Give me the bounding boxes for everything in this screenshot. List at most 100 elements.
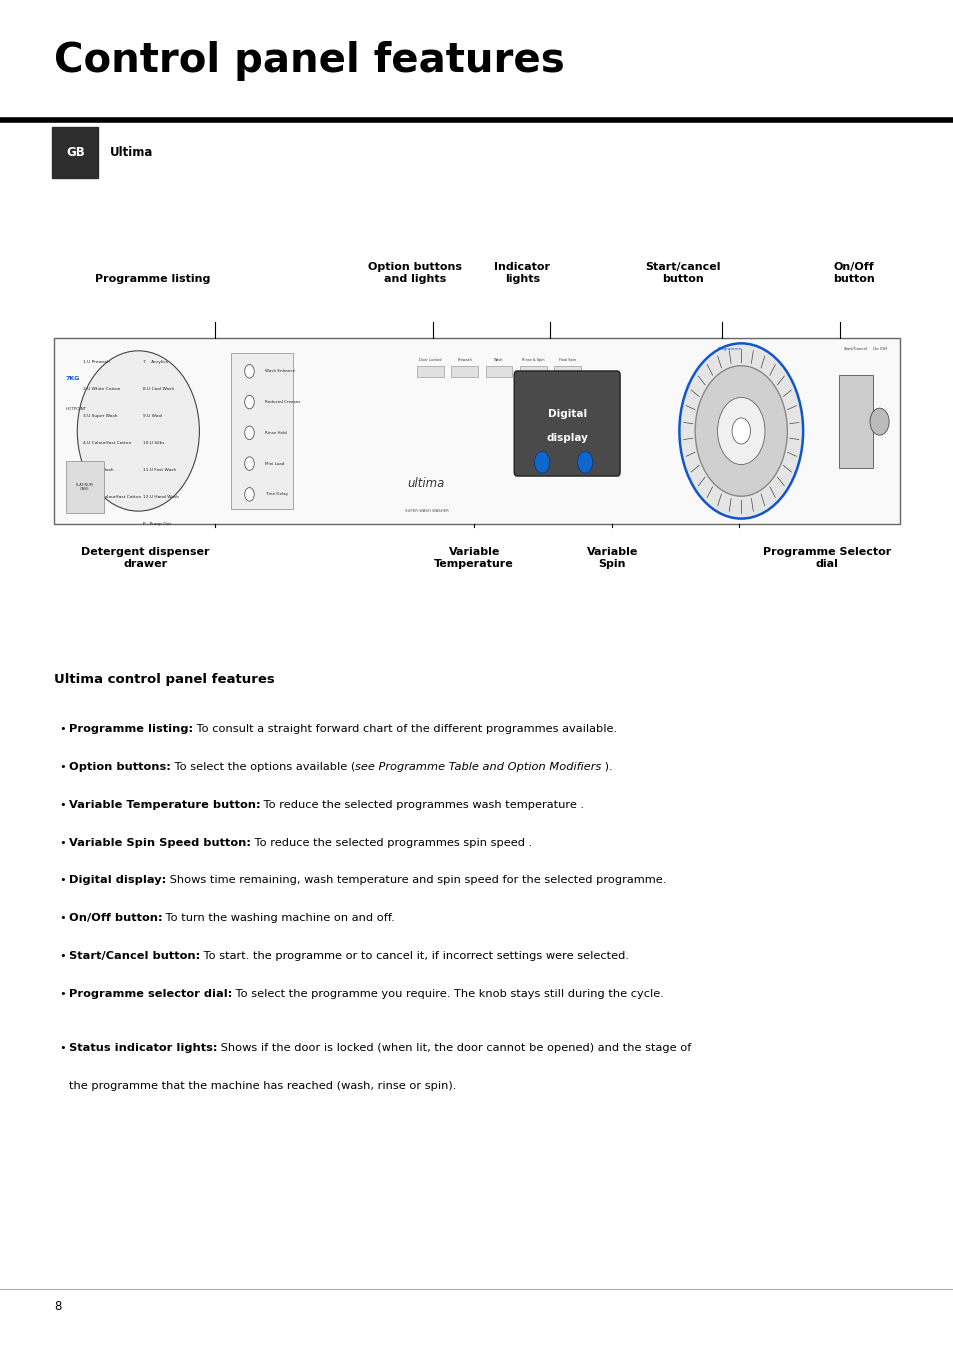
Circle shape bbox=[717, 397, 764, 465]
Text: To turn the washing machine on and off.: To turn the washing machine on and off. bbox=[162, 913, 395, 923]
Bar bbox=[838, 376, 872, 469]
Bar bbox=[54, 338, 899, 524]
Text: 10.U Silks: 10.U Silks bbox=[143, 442, 164, 446]
Bar bbox=[451, 366, 477, 377]
Circle shape bbox=[731, 417, 750, 444]
Circle shape bbox=[534, 451, 549, 473]
Text: On/Off
button: On/Off button bbox=[832, 262, 874, 284]
Bar bbox=[519, 366, 546, 377]
Circle shape bbox=[244, 457, 253, 470]
Text: GB: GB bbox=[66, 146, 85, 159]
Text: •: • bbox=[59, 913, 66, 923]
Text: Rinse & Spin: Rinse & Spin bbox=[521, 358, 544, 362]
Text: Digital display:: Digital display: bbox=[69, 875, 166, 885]
Text: 7KG: 7KG bbox=[66, 377, 80, 381]
Text: To reduce the selected programmes wash temperature .: To reduce the selected programmes wash t… bbox=[260, 800, 584, 809]
Text: To reduce the selected programmes spin speed .: To reduce the selected programmes spin s… bbox=[251, 838, 532, 847]
Bar bbox=[52, 127, 98, 178]
Text: Variable Spin Speed button:: Variable Spin Speed button: bbox=[69, 838, 251, 847]
Text: •: • bbox=[59, 762, 66, 771]
Text: Control panel features: Control panel features bbox=[54, 41, 564, 81]
Text: HOTPOINT: HOTPOINT bbox=[66, 407, 87, 411]
Text: To start. the programme or to cancel it, if incorrect settings were selected.: To start. the programme or to cancel it,… bbox=[200, 951, 628, 961]
Text: On /Off: On /Off bbox=[872, 347, 885, 351]
Text: PLATINUM
CARE: PLATINUM CARE bbox=[76, 482, 93, 492]
Text: 7    Acrylics: 7 Acrylics bbox=[143, 361, 168, 365]
Text: 1.U Prewash: 1.U Prewash bbox=[83, 361, 110, 365]
Text: Start/cancel
button: Start/cancel button bbox=[645, 262, 720, 284]
Circle shape bbox=[869, 408, 888, 435]
Text: display: display bbox=[546, 434, 587, 443]
Circle shape bbox=[577, 451, 592, 473]
Bar bbox=[66, 461, 104, 513]
Circle shape bbox=[695, 366, 786, 496]
Circle shape bbox=[679, 343, 802, 519]
Text: •: • bbox=[59, 800, 66, 809]
Text: Final Spin: Final Spin bbox=[558, 358, 576, 362]
Text: To consult a straight forward chart of the different programmes available.: To consult a straight forward chart of t… bbox=[193, 724, 617, 734]
Text: To select the programme you require. The knob stays still during the cycle.: To select the programme you require. The… bbox=[232, 989, 663, 998]
Text: Programme listing:: Programme listing: bbox=[69, 724, 193, 734]
Text: Reduced Creases: Reduced Creases bbox=[265, 400, 300, 404]
Circle shape bbox=[244, 426, 253, 439]
Bar bbox=[485, 366, 512, 377]
Text: Wash: Wash bbox=[494, 358, 503, 362]
Text: Programme Selector
dial: Programme Selector dial bbox=[762, 547, 890, 569]
Text: P   Pump Out: P Pump Out bbox=[143, 523, 171, 527]
Text: Variable
Temperature: Variable Temperature bbox=[434, 547, 514, 569]
Text: Start/Cancel: Start/Cancel bbox=[842, 347, 867, 351]
Text: Mini Load: Mini Load bbox=[265, 462, 284, 466]
Circle shape bbox=[244, 488, 253, 501]
Text: •: • bbox=[59, 1043, 66, 1052]
Text: Ultima: Ultima bbox=[110, 146, 152, 159]
Text: 2.U White Cotton: 2.U White Cotton bbox=[83, 388, 120, 392]
Text: Variable Temperature button:: Variable Temperature button: bbox=[69, 800, 260, 809]
Text: 4.U Colour/fast Cotton: 4.U Colour/fast Cotton bbox=[83, 442, 132, 446]
Text: ).: ). bbox=[600, 762, 612, 771]
Bar bbox=[416, 366, 443, 377]
Text: 12.U Hand Wash: 12.U Hand Wash bbox=[143, 496, 179, 500]
Text: 5.U Fast Wash: 5.U Fast Wash bbox=[83, 469, 113, 473]
Text: Variable
Spin: Variable Spin bbox=[586, 547, 638, 569]
Text: Indicator
lights: Indicator lights bbox=[494, 262, 550, 284]
Text: •: • bbox=[59, 838, 66, 847]
Text: 8.U Cool Wash: 8.U Cool Wash bbox=[143, 388, 174, 392]
Text: •: • bbox=[59, 724, 66, 734]
Text: Rinse Hold: Rinse Hold bbox=[265, 431, 287, 435]
Text: Programme: Programme bbox=[717, 347, 740, 351]
Text: SUPER WASH WASHER: SUPER WASH WASHER bbox=[404, 509, 448, 513]
Text: see Programme Table and Option Modifiers: see Programme Table and Option Modifiers bbox=[355, 762, 600, 771]
Text: Digital: Digital bbox=[547, 409, 586, 419]
Text: Shows time remaining, wash temperature and spin speed for the selected programme: Shows time remaining, wash temperature a… bbox=[166, 875, 665, 885]
Bar bbox=[231, 353, 293, 509]
Text: Option buttons:: Option buttons: bbox=[69, 762, 171, 771]
Text: Door Locked: Door Locked bbox=[418, 358, 441, 362]
Text: 11.U Fast Wash: 11.U Fast Wash bbox=[143, 469, 176, 473]
FancyBboxPatch shape bbox=[514, 372, 619, 476]
Text: •: • bbox=[59, 989, 66, 998]
Text: Shows if the door is locked (when lit, the door cannot be opened) and the stage : Shows if the door is locked (when lit, t… bbox=[217, 1043, 691, 1052]
Text: Start/Cancel button:: Start/Cancel button: bbox=[69, 951, 200, 961]
Circle shape bbox=[244, 396, 253, 409]
Text: •: • bbox=[59, 951, 66, 961]
Text: the programme that the machine has reached (wash, rinse or spin).: the programme that the machine has reach… bbox=[69, 1081, 456, 1090]
Text: Wash Enhance: Wash Enhance bbox=[265, 369, 294, 373]
Text: 8: 8 bbox=[54, 1300, 62, 1313]
Bar bbox=[554, 366, 580, 377]
Text: Prewash: Prewash bbox=[456, 358, 472, 362]
Text: Option buttons
and lights: Option buttons and lights bbox=[368, 262, 461, 284]
Text: 9.U Wool: 9.U Wool bbox=[143, 415, 162, 419]
Text: Detergent dispenser
drawer: Detergent dispenser drawer bbox=[81, 547, 210, 569]
Text: •: • bbox=[59, 875, 66, 885]
Text: Programme selector dial:: Programme selector dial: bbox=[69, 989, 232, 998]
Circle shape bbox=[244, 365, 253, 378]
Text: 6.U Non Colour/fast Cotton: 6.U Non Colour/fast Cotton bbox=[83, 496, 141, 500]
Text: Status indicator lights:: Status indicator lights: bbox=[69, 1043, 217, 1052]
Text: 3.U Super Wash: 3.U Super Wash bbox=[83, 415, 117, 419]
Text: Ultima control panel features: Ultima control panel features bbox=[54, 673, 274, 686]
Text: ultima: ultima bbox=[407, 477, 445, 489]
Text: To select the options available (: To select the options available ( bbox=[171, 762, 355, 771]
Text: Time Delay: Time Delay bbox=[265, 492, 288, 496]
Text: On/Off button:: On/Off button: bbox=[69, 913, 162, 923]
Text: Programme listing: Programme listing bbox=[94, 274, 210, 284]
